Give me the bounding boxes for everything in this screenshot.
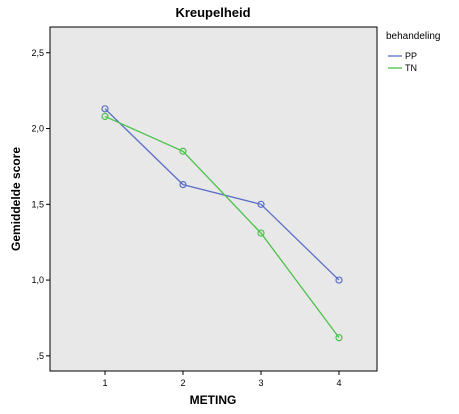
y-tick-label: ,5 <box>36 351 44 361</box>
data-point-tn <box>179 147 187 155</box>
y-tick-label: 1,5 <box>31 199 44 209</box>
legend-title: behandeling <box>386 31 441 42</box>
series-line-tn <box>104 115 340 339</box>
x-axis-label: METING <box>190 393 237 407</box>
data-point-tn <box>257 229 265 237</box>
data-point-pp <box>101 105 109 113</box>
plot-area <box>49 26 378 372</box>
y-tick-label: 1,0 <box>31 275 44 285</box>
chart-title: Kreupelheid <box>175 5 250 20</box>
data-point-tn <box>101 112 109 121</box>
legend-label-pp: PP <box>405 51 417 61</box>
y-axis: ,5 1,0 1,5 2,0 2,5 <box>31 48 50 361</box>
x-tick-label: 2 <box>180 378 185 388</box>
series-layer <box>101 105 343 342</box>
y-tick-label: 2,5 <box>31 48 44 58</box>
x-tick-label: 1 <box>102 378 107 388</box>
data-point-pp <box>179 181 187 189</box>
data-point-tn <box>335 334 343 342</box>
x-tick-label: 3 <box>258 378 263 388</box>
legend-label-tn: TN <box>405 63 417 73</box>
legend: PP TN <box>388 51 417 73</box>
data-point-pp <box>257 200 265 208</box>
data-point-pp <box>335 276 343 284</box>
x-tick-label: 4 <box>336 378 341 388</box>
series-line-pp <box>104 108 340 281</box>
x-axis: 1 2 3 4 <box>102 371 342 388</box>
y-tick-label: 2,0 <box>31 124 44 134</box>
y-axis-label: Gemiddelde score <box>9 147 23 251</box>
